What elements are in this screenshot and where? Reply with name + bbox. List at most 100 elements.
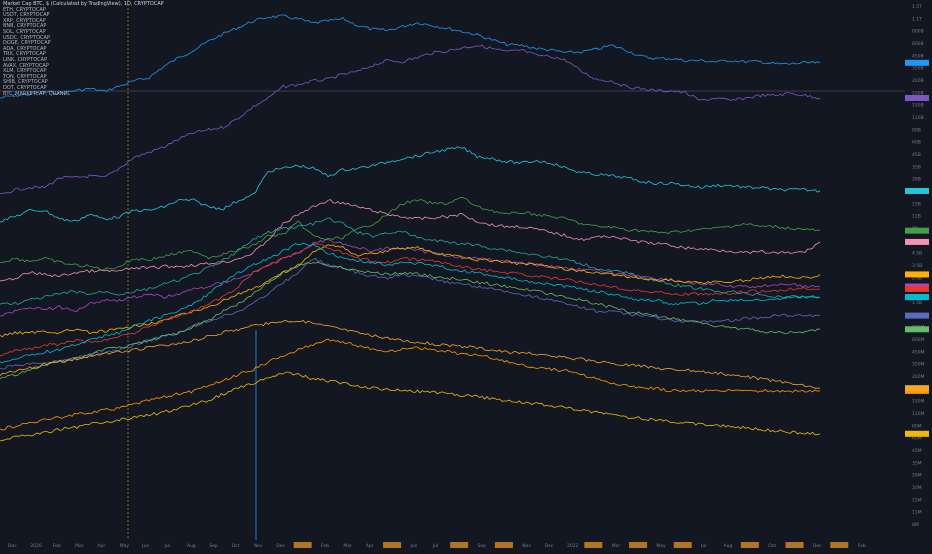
x-tick-label: May (656, 543, 666, 549)
series-line-ton (0, 338, 821, 431)
x-tick-label: 2021 (299, 543, 311, 549)
y-tick-label: 26M (912, 473, 922, 479)
x-tick-label: 2022 (567, 543, 579, 549)
x-tick-label: Jun (141, 543, 149, 549)
price-tag-xrp (905, 187, 929, 194)
y-tick-label: 600B (912, 41, 924, 47)
x-tick-label: 2023 (835, 543, 847, 549)
y-tick-label: 450M (912, 349, 925, 355)
x-tick-label: Jul (700, 543, 706, 549)
series-line-ada (0, 217, 821, 305)
series-line-sol (0, 242, 821, 364)
marker-layer (0, 0, 905, 540)
x-tick-label: Aug (187, 543, 196, 549)
y-tick-label: 60B (912, 140, 921, 146)
y-tick-label: 260M (912, 374, 925, 380)
x-tick-label: Jul (164, 543, 170, 549)
y-tick-label: 110M (912, 411, 925, 417)
x-tick-label: Jul (432, 543, 438, 549)
x-axis[interactable]: Dec 2020 Feb Mar Apr May Jun Jul Aug Sep Oct Nov Dec… (8, 542, 866, 549)
y-tick-label: 1.1T (912, 16, 922, 22)
x-tick-label: Feb (858, 543, 866, 549)
x-tick-label: Sep (209, 543, 218, 549)
y-tick-label: 35M (912, 460, 922, 466)
x-tick-label: Nov (254, 543, 263, 549)
x-tick-label: Nov (522, 543, 531, 549)
x-tick-highlight (740, 542, 759, 548)
x-tick-label: Feb (589, 543, 597, 549)
y-tick-label: 3.5B (912, 263, 922, 269)
x-tick-highlight (293, 542, 312, 548)
x-tick-label: Oct (232, 543, 240, 549)
price-tag-bnb (905, 430, 929, 437)
y-tick-label: 20M (912, 485, 922, 491)
series-line-trx (0, 239, 820, 317)
x-tick-highlight (629, 542, 648, 548)
series-line-doge (0, 196, 821, 271)
y-tick-label: 15B (912, 201, 921, 207)
x-tick-label: Jun (678, 543, 686, 549)
y-tick-label: 150M (912, 399, 925, 405)
series-line-avax (0, 243, 821, 357)
price-tag-eth (905, 95, 929, 102)
x-tick-highlight (673, 542, 692, 548)
x-tick-label: Jun (409, 543, 417, 549)
series-line-shib (0, 199, 821, 282)
x-tick-highlight (494, 542, 513, 548)
x-tick-label: Apr (366, 543, 374, 549)
price-tag-sol (905, 294, 929, 301)
y-tick-label: 80M (912, 423, 922, 429)
x-tick-highlight (584, 542, 603, 548)
price-tag-link (905, 271, 929, 278)
x-tick-highlight (785, 542, 804, 548)
y-tick-label: 4.5B (912, 251, 922, 257)
x-tick-highlight (383, 542, 402, 548)
y-tick-label: 450B (912, 53, 924, 59)
y-tick-label: 260B (912, 78, 924, 84)
x-tick-label: Oct (768, 543, 776, 549)
price-tag-btc (905, 59, 929, 66)
y-tick-label: 200B (912, 90, 924, 96)
series-line-bnb (0, 371, 821, 442)
y-tick-label: 1.5B (912, 300, 922, 306)
x-tick-label: Aug (455, 543, 464, 549)
x-tick-label: 2020 (30, 543, 42, 549)
y-tick-label: 600M (912, 337, 925, 343)
x-tick-label: Feb (321, 543, 329, 549)
y-tick-label: 45B (912, 152, 921, 158)
series-line-xrp (0, 146, 821, 223)
x-tick-label: Dec (276, 543, 285, 549)
x-tick-label: Aug (723, 543, 732, 549)
series-line-btc (0, 14, 821, 99)
x-tick-label: Dec (545, 543, 554, 549)
price-tag-doge (905, 227, 929, 234)
price-tag-xlm (905, 326, 929, 333)
y-tick-label: 150B (912, 103, 924, 109)
x-tick-label: Nov (791, 543, 800, 549)
x-tick-label: May (120, 543, 130, 549)
y-tick-label: 80B (912, 127, 921, 133)
y-tick-label: 2.6B (912, 275, 922, 281)
y-tick-label: 26B (912, 177, 921, 183)
x-tick-label: Mar (343, 543, 352, 549)
x-tick-label: Sep (746, 543, 755, 549)
y-tick-label: 1.5T (912, 4, 922, 10)
x-tick-label: Oct (500, 543, 508, 549)
series-line-btc_marketcap (0, 319, 820, 389)
y-tick-label: 350M (912, 362, 925, 368)
x-tick-label: Apr (97, 543, 105, 549)
y-tick-label: 35B (912, 164, 921, 170)
price-tag-dot (905, 312, 929, 319)
x-tick-label: Sep (478, 543, 487, 549)
series-line-eth (0, 44, 821, 194)
x-tick-label: Mar (612, 543, 621, 549)
x-tick-label: Feb (53, 543, 61, 549)
y-tick-label: 11B (912, 214, 921, 220)
series-line-xlm (0, 262, 821, 380)
x-tick-label: Dec (813, 543, 822, 549)
y-tick-label: 45M (912, 448, 922, 454)
x-tick-highlight (450, 542, 469, 548)
x-tick-label: Dec (8, 543, 17, 549)
